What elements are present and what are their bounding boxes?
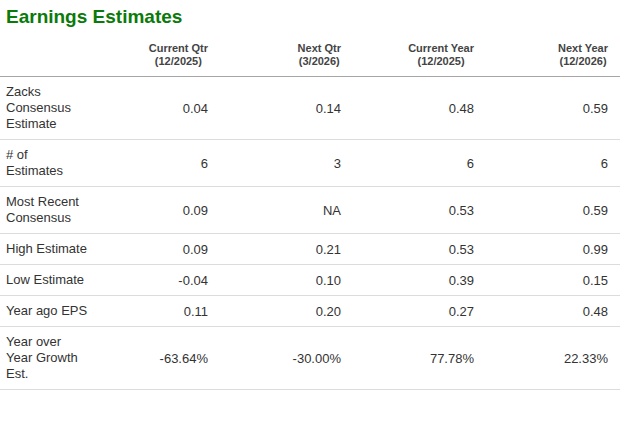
cell-value: 0.20	[220, 296, 353, 327]
table-row-zacks-consensus-estimate: Zacks Consensus Estimate 0.04 0.14 0.48 …	[0, 77, 620, 140]
cell-value: 0.59	[486, 187, 620, 234]
row-label: Most Recent Consensus	[0, 187, 96, 234]
header-cell-current-qtr: Current Qtr (12/2025)	[96, 30, 220, 77]
row-label: Year over Year Growth Est.	[0, 327, 96, 390]
col-period-date: (12/2025)	[418, 55, 465, 67]
cell-value: 0.39	[353, 265, 486, 296]
cell-value: 0.21	[220, 234, 353, 265]
cell-value: -30.00%	[220, 327, 353, 390]
earnings-estimates-table: Current Qtr (12/2025) Next Qtr (3/2026) …	[0, 30, 620, 390]
header-cell-current-year: Current Year (12/2025)	[353, 30, 486, 77]
col-period-label: Next Year	[558, 42, 608, 54]
cell-value: 3	[220, 140, 353, 187]
cell-value: -63.64%	[96, 327, 220, 390]
cell-value: 0.09	[96, 187, 220, 234]
cell-value: 0.14	[220, 77, 353, 140]
table-header: Current Qtr (12/2025) Next Qtr (3/2026) …	[0, 30, 620, 77]
cell-value: 77.78%	[353, 327, 486, 390]
col-period-label: Current Qtr	[149, 42, 208, 54]
cell-value: 0.48	[353, 77, 486, 140]
col-period-label: Next Qtr	[298, 42, 341, 54]
cell-value: NA	[220, 187, 353, 234]
cell-value: 0.10	[220, 265, 353, 296]
header-cell-empty	[0, 30, 96, 77]
col-period-date: (3/2026)	[299, 55, 340, 67]
row-label: Year ago EPS	[0, 296, 96, 327]
table-row-low-estimate: Low Estimate -0.04 0.10 0.39 0.15	[0, 265, 620, 296]
row-label: High Estimate	[0, 234, 96, 265]
row-label: Zacks Consensus Estimate	[0, 77, 96, 140]
cell-value: 0.53	[353, 234, 486, 265]
cell-value: 0.04	[96, 77, 220, 140]
cell-value: 0.27	[353, 296, 486, 327]
cell-value: 0.11	[96, 296, 220, 327]
cell-value: 22.33%	[486, 327, 620, 390]
row-label: # of Estimates	[0, 140, 96, 187]
table-body: Zacks Consensus Estimate 0.04 0.14 0.48 …	[0, 77, 620, 390]
earnings-estimates-page: Earnings Estimates Current Qtr (12/2025)…	[0, 0, 620, 446]
col-period-date: (12/2025)	[155, 55, 202, 67]
header-cell-next-qtr: Next Qtr (3/2026)	[220, 30, 353, 77]
cell-value: 0.99	[486, 234, 620, 265]
cell-value: 6	[96, 140, 220, 187]
col-period-label: Current Year	[408, 42, 474, 54]
header-row: Current Qtr (12/2025) Next Qtr (3/2026) …	[0, 30, 620, 77]
cell-value: 6	[353, 140, 486, 187]
cell-value: 0.48	[486, 296, 620, 327]
cell-value: 0.09	[96, 234, 220, 265]
table-row-most-recent-consensus: Most Recent Consensus 0.09 NA 0.53 0.59	[0, 187, 620, 234]
table-row-year-over-year-growth: Year over Year Growth Est. -63.64% -30.0…	[0, 327, 620, 390]
row-label: Low Estimate	[0, 265, 96, 296]
cell-value: 0.59	[486, 77, 620, 140]
header-cell-next-year: Next Year (12/2026)	[486, 30, 620, 77]
cell-value: 6	[486, 140, 620, 187]
col-period-date: (12/2026)	[559, 55, 606, 67]
cell-value: -0.04	[96, 265, 220, 296]
table-row-num-estimates: # of Estimates 6 3 6 6	[0, 140, 620, 187]
cell-value: 0.15	[486, 265, 620, 296]
cell-value: 0.53	[353, 187, 486, 234]
table-row-high-estimate: High Estimate 0.09 0.21 0.53 0.99	[0, 234, 620, 265]
page-title: Earnings Estimates	[6, 6, 620, 28]
table-row-year-ago-eps: Year ago EPS 0.11 0.20 0.27 0.48	[0, 296, 620, 327]
